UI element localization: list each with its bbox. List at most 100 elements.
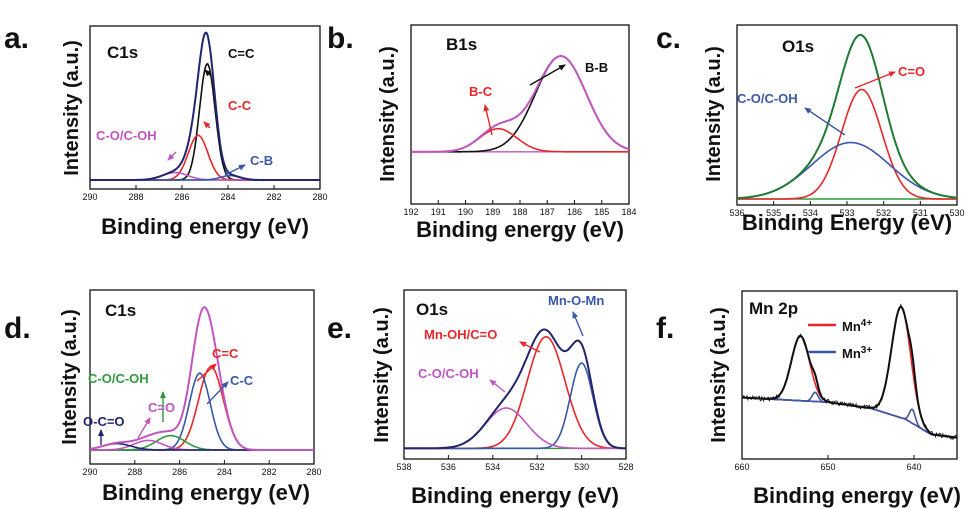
annotation-label: C-C <box>230 373 254 388</box>
x-tick-label: 288 <box>127 467 142 477</box>
x-tick-label: 191 <box>431 207 446 217</box>
component-b-c <box>411 127 629 153</box>
component-c-o-c-oh <box>90 171 320 181</box>
annotation-arrow <box>529 64 566 86</box>
annotation-label: Mn-O-Mn <box>548 293 604 308</box>
component-c-o-c-oh <box>737 141 957 199</box>
panel-letter: a. <box>4 22 29 55</box>
x-tick-label: 280 <box>312 192 327 202</box>
x-tick-label: 280 <box>306 467 321 477</box>
legend-label: Mn4+ <box>842 318 872 335</box>
component-c-o <box>737 88 957 200</box>
x-tick-label: 532 <box>530 462 545 472</box>
annotation-label: C=O <box>148 400 175 415</box>
annotation-label: C-O/C-OH <box>88 371 149 386</box>
envelope-curve <box>737 34 957 200</box>
envelope-curve <box>89 306 314 451</box>
x-tick-label: 530 <box>949 208 964 218</box>
annotation-arrow <box>204 69 212 77</box>
annotation-arrow <box>137 417 151 439</box>
x-tick-label: 284 <box>220 192 235 202</box>
x-tick-label: 282 <box>266 192 281 202</box>
raw-data-curve <box>741 303 958 440</box>
x-tick-label: 284 <box>217 467 232 477</box>
x-tick-label: 286 <box>172 467 187 477</box>
y-axis-label: Intensity (a.u.) <box>61 40 83 176</box>
x-tick-label: 290 <box>82 467 97 477</box>
envelope-curve <box>411 55 630 153</box>
panel-title: C1s <box>105 301 136 320</box>
annotation-arrow <box>196 363 217 382</box>
x-tick-label: 534 <box>803 208 818 218</box>
annotation-arrow <box>854 71 896 89</box>
x-tick-label: 288 <box>128 192 143 202</box>
x-tick-label: 533 <box>839 208 854 218</box>
panel-letter: b. <box>327 22 354 55</box>
annotation-arrow <box>804 107 846 136</box>
annotation-arrow <box>572 311 584 337</box>
envelope-curve <box>90 31 320 181</box>
y-axis-label: Intensity (a.u.) <box>377 46 399 182</box>
annotation-arrow <box>224 164 246 176</box>
x-tick-label: 187 <box>540 207 555 217</box>
panel-letter: c. <box>656 22 681 55</box>
annotation-arrow <box>489 379 506 393</box>
panel-title: B1s <box>446 35 477 54</box>
panel-e: e. O1s Intensity (a.u.) Binding energy (eV)… <box>327 289 634 508</box>
panel-f: f. Mn 2p Intensity (a.u.) Binding energy (e… <box>656 290 961 508</box>
annotation-arrow <box>519 341 541 353</box>
annotation-arrow <box>206 381 229 405</box>
x-tick-label: 290 <box>82 192 97 202</box>
x-axis-label: Binding energy (eV) <box>102 480 310 505</box>
x-tick-label: 286 <box>174 192 189 202</box>
annotation-label: C-O/C-OH <box>96 128 157 143</box>
annotation-label: C-B <box>250 153 273 168</box>
x-tick-label: 650 <box>820 462 835 472</box>
annotation-arrow <box>167 151 177 161</box>
x-axis-label: Binding energy (eV) <box>416 217 624 242</box>
panel-a: a. C1s Intensity (a.u.) Binding energy (eV)… <box>4 22 328 239</box>
annotation-label: C-C <box>228 98 252 113</box>
x-tick-label: 536 <box>441 462 456 472</box>
plot-frame <box>741 290 958 460</box>
plot-frame <box>89 25 321 190</box>
panel-letter: f. <box>656 312 674 345</box>
annotation-label: C-O/C-OH <box>418 366 479 381</box>
envelope-curve <box>404 328 626 450</box>
x-tick-label: 189 <box>485 207 500 217</box>
x-tick-label: 186 <box>567 207 582 217</box>
legend-label: Mn3+ <box>842 345 872 362</box>
plot-frame <box>89 289 315 465</box>
x-tick-label: 640 <box>906 462 921 472</box>
x-tick-label: 530 <box>574 462 589 472</box>
panel-title: O1s <box>782 37 814 56</box>
x-tick-label: 531 <box>913 208 928 218</box>
y-axis-label: Intensity (a.u.) <box>703 46 725 182</box>
x-tick-label: 282 <box>262 467 277 477</box>
y-axis-label: Intensity (a.u.) <box>59 309 81 445</box>
panel-c: c. O1s Intensity (a.u.) Binding Energy (eV)… <box>656 22 965 235</box>
panel-letter: e. <box>327 312 352 345</box>
panel-title: O1s <box>416 300 448 319</box>
x-axis-label: Binding energy (eV) <box>101 214 309 239</box>
x-tick-label: 184 <box>621 207 636 217</box>
plot-frame <box>403 289 627 460</box>
annotation-arrow <box>483 104 493 136</box>
y-axis-label: Intensity (a.u.) <box>371 307 393 443</box>
x-tick-label: 185 <box>594 207 609 217</box>
annotation-label: B-B <box>585 60 608 75</box>
annotation-label: O-C=O <box>83 414 125 429</box>
x-axis-label: Binding energy (eV) <box>411 483 619 508</box>
annotation-label: Mn-OH/C=O <box>424 327 497 342</box>
y-axis-label: Intensity (a.u.) <box>708 307 730 443</box>
x-tick-label: 528 <box>618 462 633 472</box>
panel-d: d. C1s Intensity (a.u.) Binding energy (eV)… <box>4 289 322 505</box>
panel-b: b. B1s Intensity (a.u.) Binding energy (eV)… <box>327 22 637 242</box>
annotation-label: C=O <box>898 64 925 79</box>
panel-title: Mn 2p <box>749 299 798 318</box>
panel-letter: d. <box>4 312 31 345</box>
annotation-label: C-O/C-OH <box>737 91 798 106</box>
x-tick-label: 534 <box>485 462 500 472</box>
component-c-c <box>90 62 320 181</box>
